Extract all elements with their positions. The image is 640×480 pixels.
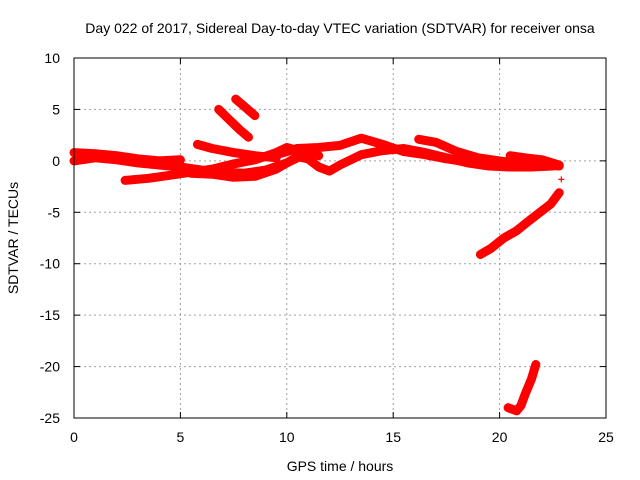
x-tick-label: 15 — [385, 429, 401, 445]
series-arc-9 — [414, 134, 564, 171]
x-axis-label: GPS time / hours — [287, 458, 394, 474]
series-arc-6 — [214, 104, 253, 142]
x-tick-label: 10 — [279, 429, 295, 445]
series-arc-10 — [505, 151, 564, 170]
series-arc-7 — [231, 94, 260, 121]
y-tick-label: -10 — [40, 256, 60, 272]
series-arc-11 — [475, 188, 564, 259]
x-tick-label: 25 — [598, 429, 614, 445]
plot-frame — [73, 57, 607, 419]
grid-lines — [74, 58, 606, 418]
y-tick-label: 0 — [52, 153, 60, 169]
y-tick-label: -20 — [40, 359, 60, 375]
y-tick-label: -25 — [40, 410, 60, 426]
y-axis-label: SDTVAR / TECUs — [5, 182, 21, 294]
series-arc-5 — [192, 139, 281, 163]
data-series — [69, 94, 565, 416]
x-tick-label: 20 — [492, 429, 508, 445]
chart-title: Day 022 of 2017, Sidereal Day-to-day VTE… — [85, 20, 595, 36]
y-tick-label: 5 — [52, 101, 60, 117]
x-tick-label: 5 — [177, 429, 185, 445]
x-tick-label: 0 — [70, 429, 78, 445]
series-point-1 — [558, 176, 565, 183]
y-tick-label: 10 — [44, 50, 60, 66]
series-arc-8 — [271, 133, 505, 169]
series-arc-12 — [503, 360, 541, 416]
y-tick-label: -5 — [48, 204, 61, 220]
y-tick-label: -15 — [40, 307, 60, 323]
